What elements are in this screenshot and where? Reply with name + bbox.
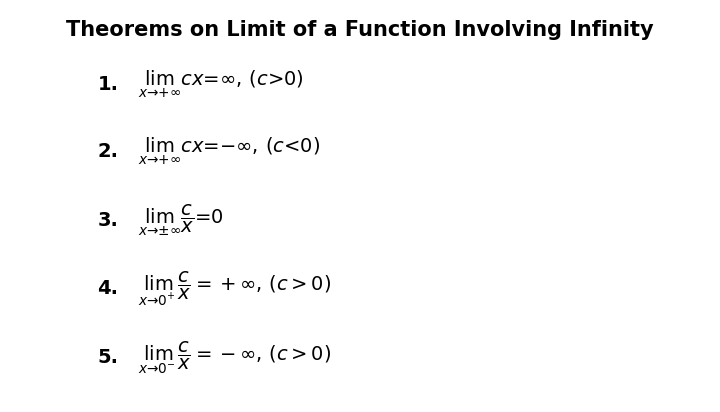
Text: 2.: 2. xyxy=(97,142,118,161)
Text: $\lim_{x \to +\infty} cx = \infty,\,(c > 0)$: $\lim_{x \to +\infty} cx = \infty,\,(c >… xyxy=(138,69,304,101)
Text: $\lim_{x \to \pm\infty} \dfrac{c}{x} = 0$: $\lim_{x \to \pm\infty} \dfrac{c}{x} = 0… xyxy=(138,203,225,238)
Text: 3.: 3. xyxy=(97,211,118,229)
Text: $\lim_{x \to +\infty} cx = -\infty,\,(c < 0)$: $\lim_{x \to +\infty} cx = -\infty,\,(c … xyxy=(138,136,320,167)
Text: Theorems on Limit of a Function Involving Infinity: Theorems on Limit of a Function Involvin… xyxy=(66,20,654,40)
Text: 5.: 5. xyxy=(97,348,118,367)
Text: 1.: 1. xyxy=(97,75,118,94)
Text: $\lim_{x \to 0^+} \dfrac{c}{x} = +\infty,\,(c > 0)$: $\lim_{x \to 0^+} \dfrac{c}{x} = +\infty… xyxy=(138,270,331,308)
Text: $\lim_{x \to 0^-} \dfrac{c}{x} = -\infty,\,(c > 0)$: $\lim_{x \to 0^-} \dfrac{c}{x} = -\infty… xyxy=(138,339,331,376)
Text: 4.: 4. xyxy=(97,279,118,298)
